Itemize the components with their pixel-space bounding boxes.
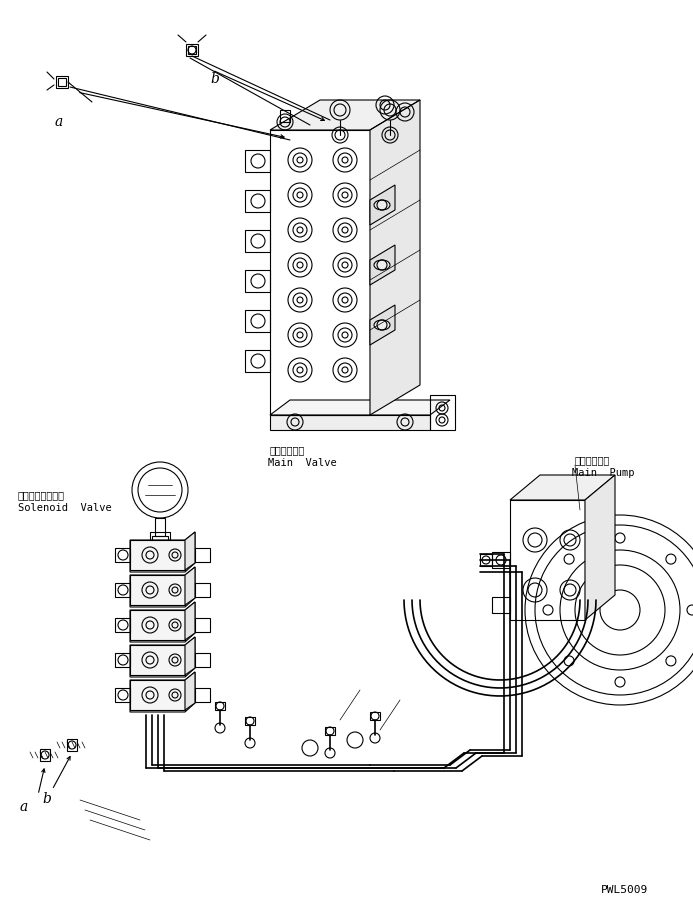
Polygon shape	[185, 637, 195, 675]
Bar	[370, 712, 380, 720]
Polygon shape	[585, 475, 615, 620]
Text: a: a	[55, 115, 63, 129]
Bar	[130, 645, 185, 675]
Polygon shape	[130, 567, 195, 607]
Polygon shape	[270, 100, 420, 130]
Bar	[280, 110, 290, 122]
Bar	[130, 540, 185, 570]
Text: メインバルブ: メインバルブ	[270, 445, 305, 455]
Ellipse shape	[374, 260, 390, 270]
Polygon shape	[270, 415, 430, 430]
Bar	[245, 717, 255, 725]
Bar	[40, 749, 50, 761]
Bar	[480, 554, 492, 566]
Polygon shape	[370, 245, 395, 285]
Bar	[430, 395, 455, 430]
Bar	[195, 548, 210, 562]
Polygon shape	[130, 602, 195, 642]
Bar	[195, 653, 210, 667]
Bar	[130, 680, 185, 710]
Bar	[195, 618, 210, 632]
Bar	[492, 552, 510, 568]
Bar	[510, 500, 585, 620]
Text: メインポンプ: メインポンプ	[575, 455, 611, 465]
Polygon shape	[270, 400, 450, 415]
Polygon shape	[185, 532, 195, 570]
Bar	[195, 688, 210, 702]
Text: Main  Pump: Main Pump	[572, 468, 635, 478]
Bar	[115, 618, 130, 632]
Ellipse shape	[374, 200, 390, 210]
Polygon shape	[130, 637, 195, 677]
Bar	[58, 78, 66, 86]
Bar	[115, 548, 130, 562]
Bar	[67, 739, 77, 751]
Bar	[270, 130, 370, 415]
Text: PWL5009: PWL5009	[601, 885, 648, 895]
Polygon shape	[185, 567, 195, 605]
Bar	[130, 610, 185, 640]
Bar	[115, 688, 130, 702]
Bar	[245, 230, 270, 252]
Ellipse shape	[374, 320, 390, 330]
Bar	[245, 350, 270, 372]
Polygon shape	[510, 475, 615, 500]
Bar	[115, 653, 130, 667]
Bar	[150, 532, 170, 540]
Bar	[56, 76, 68, 88]
Text: a: a	[20, 800, 28, 814]
Bar	[245, 310, 270, 332]
Polygon shape	[370, 100, 420, 415]
Bar	[130, 575, 185, 605]
Polygon shape	[130, 532, 195, 572]
Polygon shape	[130, 672, 195, 712]
Bar	[215, 702, 225, 710]
Text: ソレノイドバルブ: ソレノイドバルブ	[18, 490, 65, 500]
Bar	[245, 190, 270, 212]
Polygon shape	[370, 185, 395, 225]
Bar	[115, 583, 130, 597]
Text: Main  Valve: Main Valve	[268, 458, 337, 468]
Polygon shape	[185, 602, 195, 640]
Bar	[245, 270, 270, 292]
Text: b: b	[42, 792, 51, 806]
Polygon shape	[370, 305, 395, 345]
Bar	[152, 536, 168, 540]
Text: b: b	[210, 72, 219, 86]
Bar	[325, 727, 335, 735]
Text: Solenoid  Valve: Solenoid Valve	[18, 503, 112, 513]
Bar	[245, 150, 270, 172]
Bar	[492, 597, 510, 613]
Bar	[155, 518, 165, 536]
Bar	[188, 46, 196, 54]
Bar	[186, 44, 198, 56]
Bar	[195, 583, 210, 597]
Polygon shape	[185, 672, 195, 710]
